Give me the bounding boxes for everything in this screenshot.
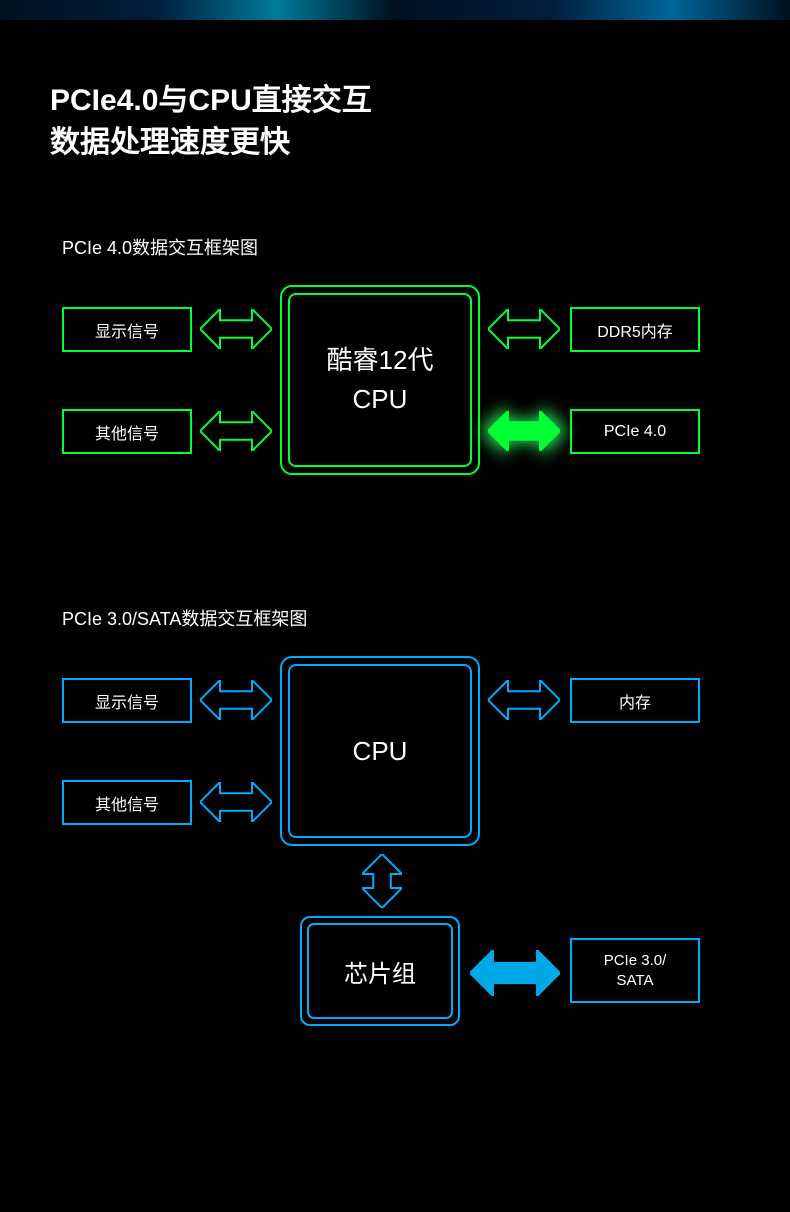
node-pcie40: PCIe 4.0 xyxy=(570,409,700,454)
arrow-cpu-mem xyxy=(488,680,560,720)
node-other: 其他信号 xyxy=(62,409,192,454)
cpu-box-gen12: 酷睿12代 CPU xyxy=(280,285,480,475)
page-heading: PCIe4.0与CPU直接交互 数据处理速度更快 xyxy=(0,20,790,164)
cpu-box-generic: CPU xyxy=(280,656,480,846)
arrow-chipset-pcie30 xyxy=(470,950,560,996)
diagram-pcie40: 酷睿12代 CPU 显示信号其他信号 DDR5内存 PCIe 4.0 xyxy=(0,285,790,485)
arrow-other-cpu xyxy=(200,411,272,451)
diagram-pcie30: CPU 芯片组 显示信号其他信号 内存 PCIe 3.0/ SATA xyxy=(0,656,790,1056)
node-other2: 其他信号 xyxy=(62,780,192,825)
arrow-cpu-chipset xyxy=(362,854,402,908)
node-pcie30: PCIe 3.0/ SATA xyxy=(570,938,700,1003)
node-display: 显示信号 xyxy=(62,307,192,352)
node-mem: 内存 xyxy=(570,678,700,723)
arrow-cpu-ddr5 xyxy=(488,309,560,349)
arrow-other2-cpu xyxy=(200,782,272,822)
diagram2-title: PCIe 3.0/SATA数据交互框架图 xyxy=(62,605,790,631)
arrow-cpu-pcie40 xyxy=(488,411,560,451)
node-ddr5: DDR5内存 xyxy=(570,307,700,352)
arrow-display2-cpu xyxy=(200,680,272,720)
diagram1-title: PCIe 4.0数据交互框架图 xyxy=(62,234,790,260)
node-display2: 显示信号 xyxy=(62,678,192,723)
chipset-box: 芯片组 xyxy=(300,916,460,1026)
heading-line-1: PCIe4.0与CPU直接交互 xyxy=(50,84,372,117)
arrow-display-cpu xyxy=(200,309,272,349)
top-banner-decoration xyxy=(0,0,790,20)
heading-line-2: 数据处理速度更快 xyxy=(50,126,290,159)
